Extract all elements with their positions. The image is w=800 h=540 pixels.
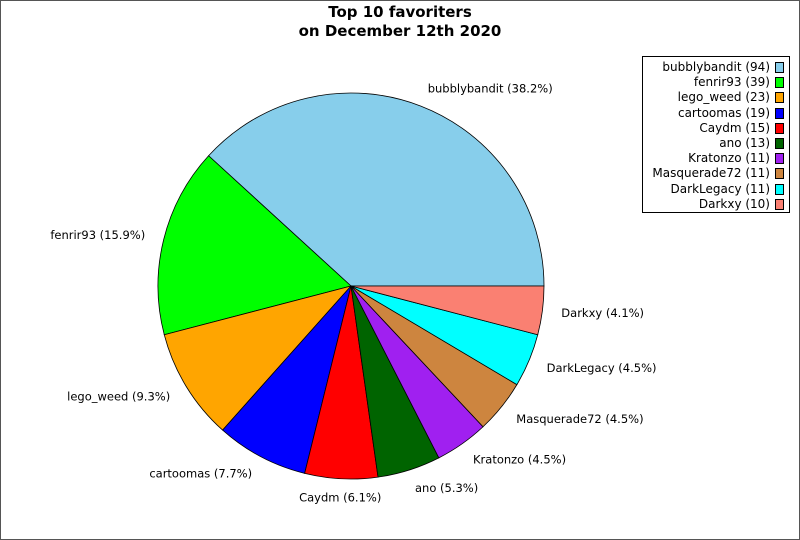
- legend-entry-lego_weed: lego_weed (23): [643, 90, 784, 105]
- slice-label-ano: ano (5.3%): [415, 481, 478, 495]
- slice-label-darklegacy: DarkLegacy (4.5%): [547, 361, 657, 375]
- slice-label-lego_weed: lego_weed (9.3%): [67, 390, 170, 404]
- legend-entry-caydm: Caydm (15): [643, 121, 784, 136]
- slice-label-kratonzo: Kratonzo (4.5%): [473, 452, 566, 466]
- slice-label-bubblybandit: bubblybandit (38.2%): [428, 81, 553, 95]
- legend-entry-darkxy: Darkxy (10): [643, 197, 784, 212]
- pie-slice-fenrir93: [157, 155, 352, 336]
- legend-label: Caydm (15): [699, 120, 770, 135]
- legend-swatch: [775, 168, 784, 180]
- legend-swatch: [775, 107, 784, 119]
- legend-entry-bubblybandit: bubblybandit (94): [643, 60, 784, 75]
- legend-label: Darkxy (10): [698, 196, 770, 211]
- slice-label-caydm: Caydm (6.1%): [299, 491, 381, 505]
- legend-label: bubblybandit (94): [662, 60, 770, 75]
- legend-swatch: [775, 92, 784, 104]
- slice-label-masquerade72: Masquerade72 (4.5%): [516, 412, 643, 426]
- legend-label: Masquerade72 (11): [652, 166, 770, 181]
- legend-entry-masquerade72: Masquerade72 (11): [643, 166, 784, 181]
- legend-label: cartoomas (19): [677, 105, 770, 120]
- legend-label: ano (13): [719, 136, 770, 151]
- legend-entry-ano: ano (13): [643, 136, 784, 151]
- pie-slice-bubblybandit: [208, 92, 545, 287]
- legend-swatch: [775, 138, 784, 150]
- legend-swatch: [775, 77, 784, 89]
- legend-swatch: [775, 183, 784, 195]
- chart-title: Top 10 favoriters on December 12th 2020: [1, 3, 799, 41]
- legend-entry-darklegacy: DarkLegacy (11): [643, 182, 784, 197]
- legend-label: lego_weed (23): [677, 90, 770, 105]
- legend-label: Kratonzo (11): [688, 151, 770, 166]
- slice-label-cartoomas: cartoomas (7.7%): [149, 467, 252, 481]
- legend-swatch: [775, 153, 784, 165]
- legend-swatch: [775, 198, 784, 210]
- chart-legend: bubblybandit (94) fenrir93 (39) lego_weed …: [642, 56, 790, 213]
- legend-entry-kratonzo: Kratonzo (11): [643, 151, 784, 166]
- pie-slice-lego_weed: [163, 285, 353, 431]
- legend-swatch: [775, 62, 784, 74]
- chart-title-line2: on December 12th 2020: [298, 22, 502, 40]
- slice-label-darkxy: Darkxy (4.1%): [561, 306, 644, 320]
- legend-label: fenrir93 (39): [693, 75, 770, 90]
- legend-label: DarkLegacy (11): [670, 181, 770, 196]
- chart-title-line1: Top 10 favoriters: [328, 3, 472, 21]
- legend-entry-fenrir93: fenrir93 (39): [643, 75, 784, 90]
- legend-swatch: [775, 122, 784, 134]
- pie-slice-cartoomas: [222, 285, 352, 474]
- slice-label-fenrir93: fenrir93 (15.9%): [50, 228, 145, 242]
- pie-slice-darkxy: [350, 285, 545, 336]
- legend-entry-cartoomas: cartoomas (19): [643, 106, 784, 121]
